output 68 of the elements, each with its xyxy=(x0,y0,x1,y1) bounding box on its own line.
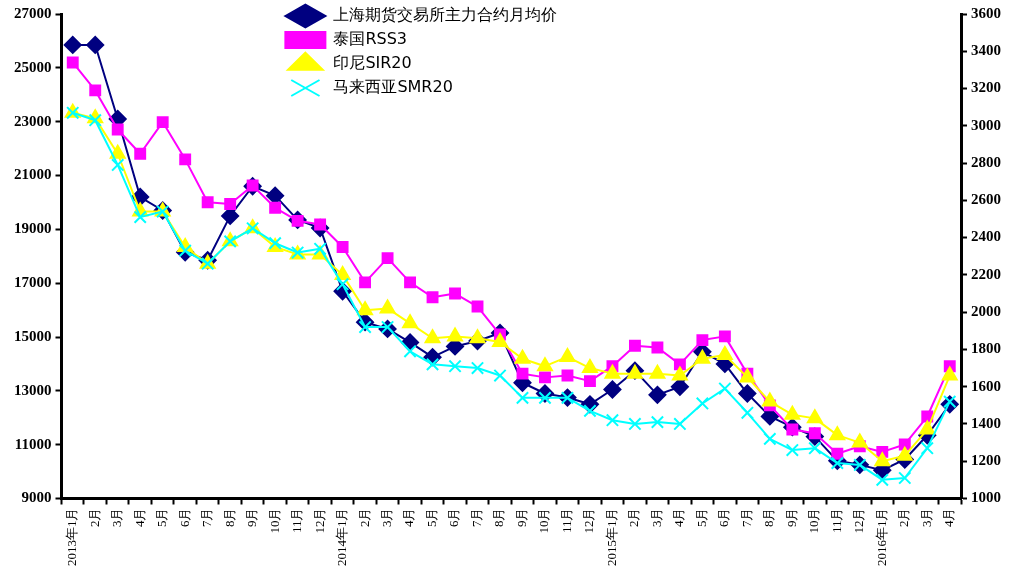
x-tick-label: 7月 xyxy=(199,507,215,527)
y2-tick-label: 2800 xyxy=(971,153,1001,170)
y-tick-label: 17000 xyxy=(14,274,52,291)
x-tick-label: 11月 xyxy=(289,507,305,534)
x-tick-label: 4月 xyxy=(401,507,417,527)
y2-tick-label: 1000 xyxy=(971,489,1001,506)
y-tick-label: 21000 xyxy=(14,166,52,183)
y2-tick-label: 3200 xyxy=(971,79,1001,96)
x-tick-label: 3月 xyxy=(918,507,934,527)
y-tick-label: 13000 xyxy=(14,381,52,398)
x-tick-label: 2月 xyxy=(356,507,372,527)
legend-label: 泰国RSS3 xyxy=(333,29,407,49)
x-tick-label: 4月 xyxy=(131,507,147,527)
y2-tick-label: 2400 xyxy=(971,228,1001,245)
x-tick-label: 11月 xyxy=(828,507,844,534)
y2-tick-label: 3600 xyxy=(971,4,1001,21)
y2-tick-label: 1600 xyxy=(971,377,1001,394)
legend-label: 上海期货交易所主力合约月均价 xyxy=(333,5,558,25)
x-tick-label: 2015年1月 xyxy=(603,507,619,566)
x-tick-label: 3月 xyxy=(378,507,394,527)
y-tick-label: 11000 xyxy=(14,435,52,452)
y-tick-label: 15000 xyxy=(14,327,52,344)
x-tick-label: 6月 xyxy=(176,507,192,527)
y2-tick-label: 3400 xyxy=(971,42,1001,59)
x-tick-label: 5月 xyxy=(154,507,170,527)
y-tick-label: 9000 xyxy=(21,489,52,506)
x-tick-label: 9月 xyxy=(244,507,260,527)
x-tick-label: 12月 xyxy=(581,507,597,534)
y2-tick-label: 3000 xyxy=(971,116,1001,133)
x-tick-label: 8月 xyxy=(491,507,507,527)
x-tick-label: 3月 xyxy=(109,507,125,527)
y-tick-label: 27000 xyxy=(14,4,52,21)
x-tick-label: 2月 xyxy=(896,507,912,527)
x-tick-label: 2月 xyxy=(626,507,642,527)
y-tick-label: 23000 xyxy=(14,112,52,129)
x-tick-label: 6月 xyxy=(716,507,732,527)
y-tick-label: 19000 xyxy=(14,220,52,237)
y2-tick-label: 1400 xyxy=(971,414,1001,431)
y2-tick-label: 2200 xyxy=(971,265,1001,282)
y2-tick-label: 2000 xyxy=(971,303,1001,320)
y2-tick-label: 2600 xyxy=(971,191,1001,208)
x-tick-label: 8月 xyxy=(221,507,237,527)
x-tick-label: 6月 xyxy=(446,507,462,527)
x-tick-label: 7月 xyxy=(738,507,754,527)
x-tick-label: 12月 xyxy=(311,507,327,534)
x-tick-label: 10月 xyxy=(536,507,552,534)
x-tick-label: 2013年1月 xyxy=(64,507,80,566)
x-tick-label: 10月 xyxy=(806,507,822,534)
x-tick-label: 5月 xyxy=(693,507,709,527)
x-tick-label: 5月 xyxy=(423,507,439,527)
y2-tick-label: 1200 xyxy=(971,452,1001,469)
x-tick-label: 2016年1月 xyxy=(873,507,889,566)
x-tick-label: 10月 xyxy=(266,507,282,534)
x-tick-label: 3月 xyxy=(648,507,664,527)
x-tick-label: 9月 xyxy=(783,507,799,527)
legend-label: 马来西亚SMR20 xyxy=(333,77,453,97)
x-tick-label: 12月 xyxy=(851,507,867,534)
x-tick-label: 4月 xyxy=(941,507,957,527)
x-tick-label: 4月 xyxy=(671,507,687,527)
x-tick-label: 8月 xyxy=(761,507,777,527)
legend-label: 印尼SIR20 xyxy=(333,53,412,73)
x-tick-label: 9月 xyxy=(513,507,529,527)
x-tick-label: 7月 xyxy=(468,507,484,527)
x-tick-label: 2月 xyxy=(86,507,102,527)
y2-tick-label: 1800 xyxy=(971,340,1001,357)
x-tick-label: 2014年1月 xyxy=(334,507,350,566)
y-tick-label: 25000 xyxy=(14,58,52,75)
x-tick-label: 11月 xyxy=(558,507,574,534)
